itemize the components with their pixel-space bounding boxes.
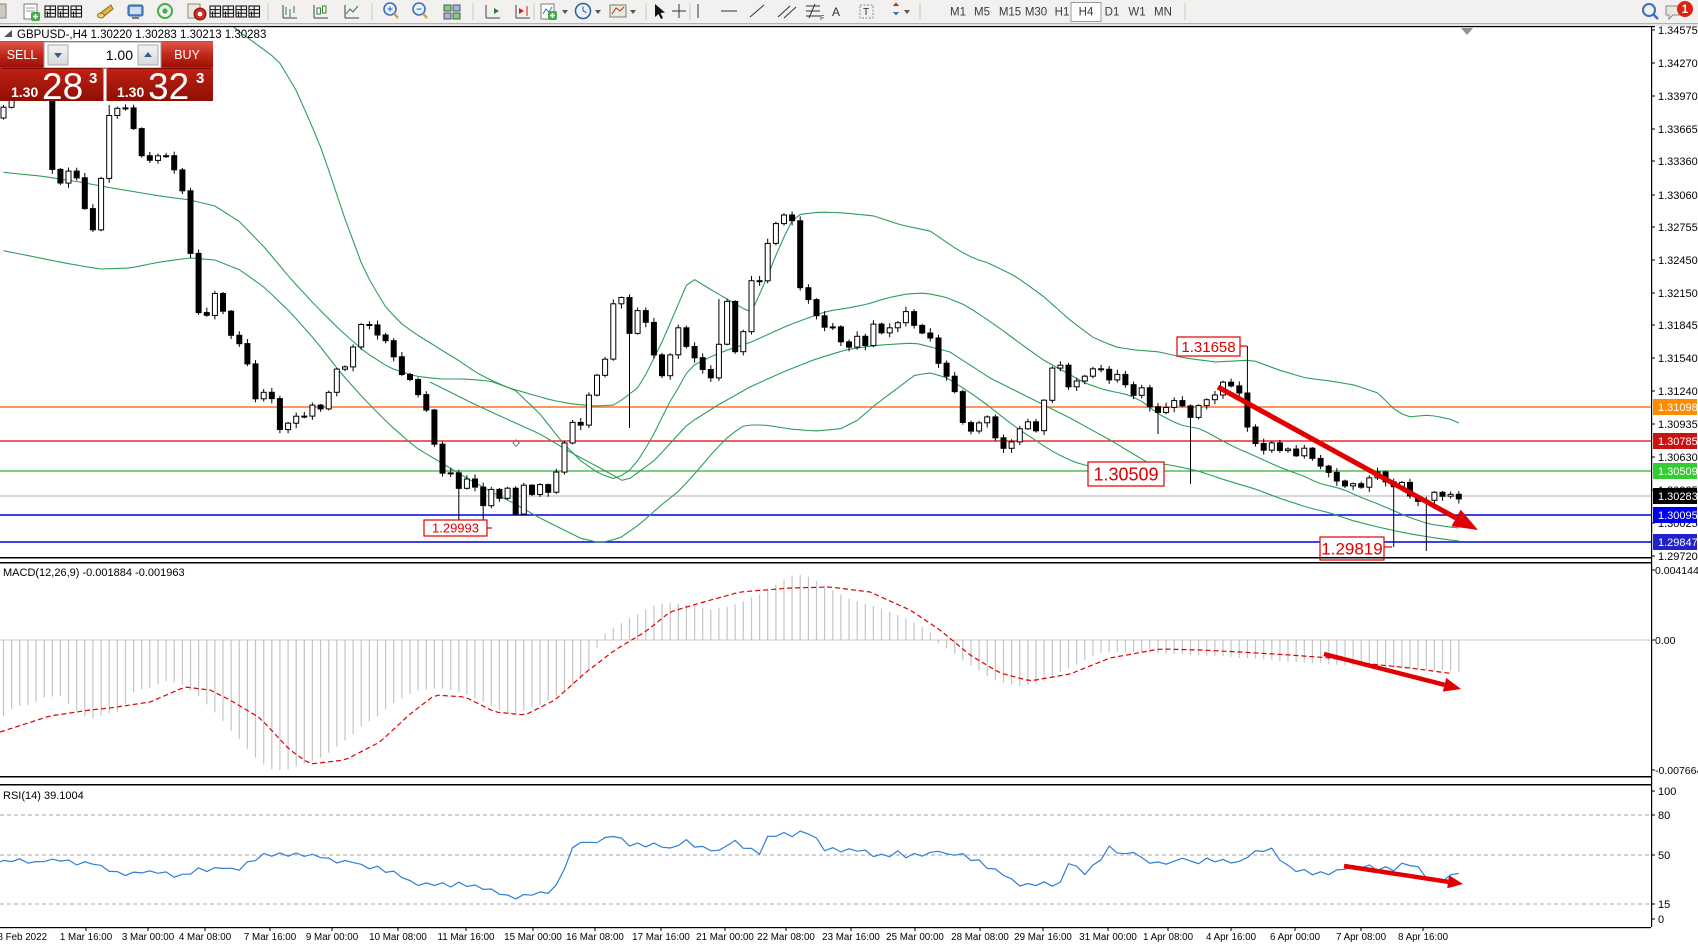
svg-text:1.00: 1.00	[106, 47, 133, 63]
svg-text:1.30: 1.30	[117, 84, 144, 100]
svg-text:15: 15	[1658, 899, 1670, 911]
svg-text:11 Mar 16:00: 11 Mar 16:00	[437, 932, 495, 943]
svg-text:M15: M15	[999, 7, 1021, 19]
svg-text:1.32755: 1.32755	[1658, 222, 1698, 234]
svg-text:23 Mar 16:00: 23 Mar 16:00	[822, 932, 880, 943]
svg-text:0.004144: 0.004144	[1655, 565, 1698, 577]
svg-text:1.31240: 1.31240	[1658, 386, 1698, 398]
svg-text:RSI(14) 39.1004: RSI(14) 39.1004	[3, 790, 84, 802]
svg-text:21 Mar 00:00: 21 Mar 00:00	[696, 932, 754, 943]
svg-text:3: 3	[196, 70, 204, 87]
svg-text:3: 3	[89, 70, 97, 87]
svg-text:1 Apr 08:00: 1 Apr 08:00	[1143, 932, 1194, 943]
svg-text:8 Apr 16:00: 8 Apr 16:00	[1398, 932, 1449, 943]
svg-text:31 Mar 00:00: 31 Mar 00:00	[1079, 932, 1137, 943]
svg-text:25 Mar 00:00: 25 Mar 00:00	[886, 932, 944, 943]
svg-text:D1: D1	[1105, 7, 1120, 19]
svg-text:22 Mar 08:00: 22 Mar 08:00	[757, 932, 815, 943]
svg-text:6 Apr 00:00: 6 Apr 00:00	[1270, 932, 1321, 943]
svg-text:1.29993: 1.29993	[432, 521, 479, 536]
svg-text:1.32150: 1.32150	[1658, 288, 1698, 300]
svg-text:1.31845: 1.31845	[1658, 320, 1698, 332]
svg-text:1.33060: 1.33060	[1658, 190, 1698, 202]
svg-text:50: 50	[1658, 850, 1670, 862]
svg-text:9 Mar 00:00: 9 Mar 00:00	[306, 932, 359, 943]
svg-text:1.34270: 1.34270	[1658, 58, 1698, 70]
svg-text:1.29819: 1.29819	[1321, 540, 1382, 559]
svg-text:W1: W1	[1128, 7, 1145, 19]
svg-text:-0.007664: -0.007664	[1655, 765, 1698, 777]
svg-text:29 Mar 16:00: 29 Mar 16:00	[1014, 932, 1072, 943]
svg-text:MN: MN	[1154, 7, 1172, 19]
svg-text:1.30509: 1.30509	[1093, 464, 1158, 484]
svg-text:M30: M30	[1025, 7, 1047, 19]
svg-text:1.30630: 1.30630	[1658, 452, 1698, 464]
svg-text:0.00: 0.00	[1655, 635, 1676, 647]
svg-text:1.32450: 1.32450	[1658, 255, 1698, 267]
svg-text:15 Mar 00:00: 15 Mar 00:00	[504, 932, 562, 943]
svg-text:1 Mar 16:00: 1 Mar 16:00	[60, 932, 113, 943]
svg-text:+: +	[387, 5, 393, 16]
svg-text:1.33665: 1.33665	[1658, 124, 1698, 136]
svg-text:4 Mar 08:00: 4 Mar 08:00	[179, 932, 232, 943]
svg-text:1.30785: 1.30785	[1658, 436, 1698, 448]
svg-text:1.30283: 1.30283	[1658, 491, 1698, 503]
svg-text:4 Apr 16:00: 4 Apr 16:00	[1206, 932, 1257, 943]
svg-text:1.31540: 1.31540	[1658, 353, 1698, 365]
svg-text:BUY: BUY	[174, 48, 200, 62]
svg-text:3 Mar 00:00: 3 Mar 00:00	[122, 932, 175, 943]
svg-text:1.34575: 1.34575	[1658, 25, 1698, 37]
svg-text:28 Feb 2022: 28 Feb 2022	[0, 932, 47, 943]
svg-text:F: F	[820, 15, 824, 22]
svg-text:1.29847: 1.29847	[1658, 537, 1698, 549]
svg-text:16 Mar 08:00: 16 Mar 08:00	[566, 932, 624, 943]
svg-text:1.30095: 1.30095	[1658, 510, 1698, 522]
svg-text:17 Mar 16:00: 17 Mar 16:00	[632, 932, 690, 943]
svg-text:1.31658: 1.31658	[1181, 339, 1235, 356]
svg-text:1.31098: 1.31098	[1658, 402, 1698, 414]
svg-text:GBPUSD-,H4 1.30220 1.30283 1.: GBPUSD-,H4 1.30220 1.30283 1.30213 1.302…	[17, 29, 266, 41]
svg-text:7 Apr 08:00: 7 Apr 08:00	[1336, 932, 1387, 943]
svg-text:SELL: SELL	[7, 48, 38, 62]
svg-text:1.30: 1.30	[11, 84, 38, 100]
svg-text:1: 1	[1682, 4, 1689, 16]
svg-text:1.29720: 1.29720	[1658, 551, 1698, 563]
svg-text:1.33360: 1.33360	[1658, 156, 1698, 168]
svg-text:80: 80	[1658, 810, 1670, 822]
svg-text:A: A	[832, 5, 840, 19]
svg-text:100: 100	[1658, 786, 1676, 798]
svg-text:1.30509: 1.30509	[1658, 466, 1698, 478]
svg-text:32: 32	[148, 66, 189, 107]
svg-text:1.33970: 1.33970	[1658, 91, 1698, 103]
svg-text:0: 0	[1658, 914, 1664, 926]
svg-text:M1: M1	[950, 7, 966, 19]
svg-text:H1: H1	[1055, 7, 1070, 19]
svg-text:10 Mar 08:00: 10 Mar 08:00	[369, 932, 427, 943]
svg-text:7 Mar 16:00: 7 Mar 16:00	[244, 932, 297, 943]
svg-text:28 Mar 08:00: 28 Mar 08:00	[951, 932, 1009, 943]
svg-text:H4: H4	[1079, 7, 1094, 19]
svg-text:T: T	[863, 7, 869, 18]
svg-text:MACD(12,26,9) -0.001884 -0.001: MACD(12,26,9) -0.001884 -0.001963	[3, 567, 185, 579]
svg-text:1.30935: 1.30935	[1658, 419, 1698, 431]
svg-text:M5: M5	[974, 7, 990, 19]
svg-text:28: 28	[42, 66, 83, 107]
svg-text:−: −	[416, 5, 422, 16]
